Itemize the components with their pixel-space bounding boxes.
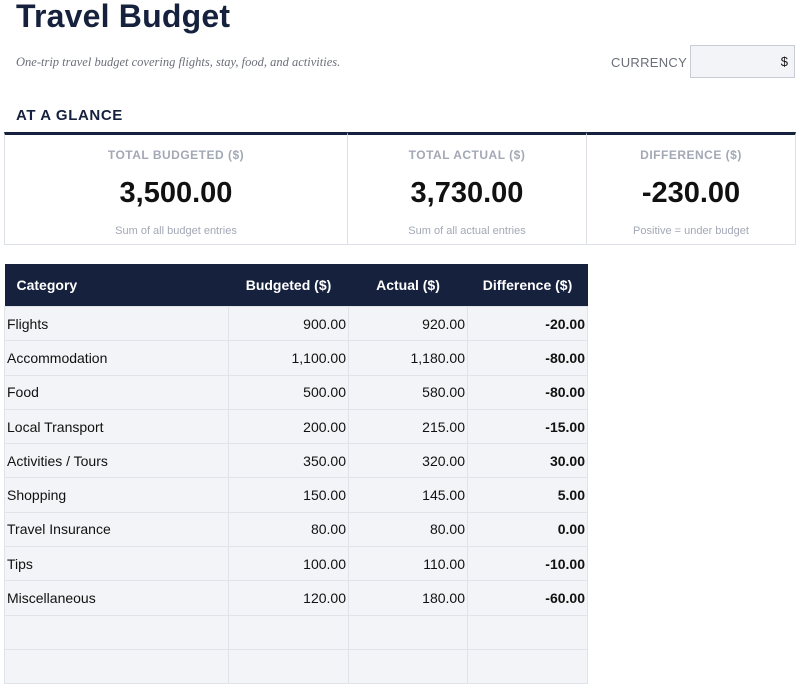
table-row: Flights 900.00 920.00 -20.00 [4, 305, 588, 342]
actual-cell[interactable]: 1,180.00 [348, 340, 468, 376]
actual-cell[interactable]: 580.00 [348, 374, 468, 410]
category-cell[interactable]: Travel Insurance [4, 511, 229, 548]
budgeted-cell[interactable]: 500.00 [228, 374, 349, 410]
budgeted-cell[interactable] [228, 614, 349, 650]
actual-cell[interactable]: 920.00 [348, 305, 468, 342]
actual-cell[interactable] [348, 614, 468, 650]
category-cell[interactable]: Accommodation [4, 340, 229, 376]
kpi-note: Sum of all actual entries [408, 225, 526, 237]
difference-cell: -60.00 [467, 580, 588, 616]
kpi-label: DIFFERENCE ($) [640, 148, 742, 162]
budgeted-cell[interactable]: 100.00 [228, 546, 349, 582]
kpi-card-total-budgeted: TOTAL BUDGETED ($) 3,500.00 Sum of all b… [4, 132, 348, 245]
column-header-budgeted[interactable]: Budgeted ($) [228, 264, 349, 307]
table-body: Flights 900.00 920.00 -20.00 Accommodati… [4, 305, 588, 685]
actual-cell[interactable]: 215.00 [348, 408, 468, 445]
actual-cell[interactable] [348, 648, 468, 685]
kpi-card-difference: DIFFERENCE ($) -230.00 Positive = under … [586, 132, 796, 245]
column-header-actual[interactable]: Actual ($) [348, 264, 468, 307]
table-row: Tips 100.00 110.00 -10.00 [4, 546, 588, 582]
table-row: Miscellaneous 120.00 180.00 -60.00 [4, 580, 588, 616]
budgeted-cell[interactable]: 80.00 [228, 511, 349, 548]
difference-cell: -80.00 [467, 340, 588, 376]
kpi-value: -230.00 [641, 177, 741, 209]
table-header-row: Category Budgeted ($) Actual ($) Differe… [4, 264, 588, 307]
category-cell[interactable]: Shopping [4, 477, 229, 513]
actual-cell[interactable]: 320.00 [348, 443, 468, 479]
difference-cell: -10.00 [467, 546, 588, 582]
budgeted-cell[interactable]: 150.00 [228, 477, 349, 513]
difference-cell [467, 648, 588, 685]
difference-cell: -15.00 [467, 408, 588, 445]
difference-cell: -80.00 [467, 374, 588, 410]
actual-cell[interactable]: 145.00 [348, 477, 468, 513]
kpi-note: Positive = under budget [633, 225, 749, 237]
kpi-value: 3,500.00 [119, 177, 233, 209]
category-cell[interactable]: Flights [4, 305, 229, 342]
difference-cell: 0.00 [467, 511, 588, 548]
budgeted-cell[interactable]: 1,100.00 [228, 340, 349, 376]
budgeted-cell[interactable]: 200.00 [228, 408, 349, 445]
difference-cell: -20.00 [467, 305, 588, 342]
category-cell[interactable]: Local Transport [4, 408, 229, 445]
table-row-empty [4, 614, 588, 650]
actual-cell[interactable]: 80.00 [348, 511, 468, 548]
kpi-label: TOTAL BUDGETED ($) [107, 148, 245, 162]
category-cell[interactable]: Tips [4, 546, 229, 582]
table-row: Food 500.00 580.00 -80.00 [4, 374, 588, 410]
budgeted-cell[interactable]: 900.00 [228, 305, 349, 342]
difference-cell: 30.00 [467, 443, 588, 479]
currency-label: CURRENCY [611, 55, 688, 70]
category-cell[interactable]: Miscellaneous [4, 580, 229, 616]
actual-cell[interactable]: 110.00 [348, 546, 468, 582]
currency-input[interactable]: $ [690, 45, 795, 78]
budgeted-cell[interactable]: 120.00 [228, 580, 349, 616]
kpi-value: 3,730.00 [410, 177, 524, 209]
difference-cell [467, 614, 588, 650]
table-row: Shopping 150.00 145.00 5.00 [4, 477, 588, 513]
table-row: Local Transport 200.00 215.00 -15.00 [4, 408, 588, 445]
budgeted-cell[interactable] [228, 648, 349, 685]
section-heading-at-a-glance: AT A GLANCE [16, 107, 123, 124]
difference-cell: 5.00 [467, 477, 588, 513]
category-cell[interactable] [4, 648, 229, 685]
category-cell[interactable]: Activities / Tours [4, 443, 229, 479]
category-cell[interactable] [4, 614, 229, 650]
table-row: Travel Insurance 80.00 80.00 0.00 [4, 511, 588, 548]
page-title: Travel Budget [16, 0, 231, 34]
kpi-card-total-actual: TOTAL ACTUAL ($) 3,730.00 Sum of all act… [347, 132, 587, 245]
budget-table: Category Budgeted ($) Actual ($) Differe… [4, 264, 588, 685]
page-subtitle: One-trip travel budget covering flights,… [16, 55, 341, 69]
table-row-empty [4, 648, 588, 685]
column-header-category[interactable]: Category [4, 264, 229, 307]
table-row: Activities / Tours 350.00 320.00 30.00 [4, 443, 588, 479]
kpi-note: Sum of all budget entries [115, 225, 237, 237]
column-header-difference[interactable]: Difference ($) [467, 264, 588, 307]
actual-cell[interactable]: 180.00 [348, 580, 468, 616]
budgeted-cell[interactable]: 350.00 [228, 443, 349, 479]
kpi-label: TOTAL ACTUAL ($) [408, 148, 526, 162]
category-cell[interactable]: Food [4, 374, 229, 410]
table-row: Accommodation 1,100.00 1,180.00 -80.00 [4, 340, 588, 376]
